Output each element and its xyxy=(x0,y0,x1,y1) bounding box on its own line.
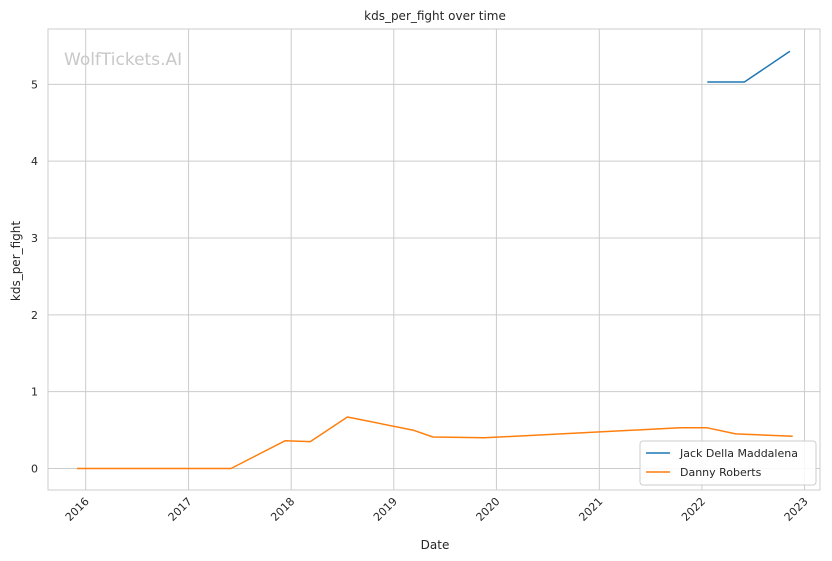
x-axis-title: Date xyxy=(421,538,450,552)
series-layer xyxy=(77,50,793,470)
legend: Jack Della Maddalena Danny Roberts xyxy=(639,440,817,486)
y-tick-label: 4 xyxy=(31,155,38,168)
y-tick-label: 1 xyxy=(31,386,38,399)
y-tick-label: 2 xyxy=(31,309,38,322)
legend-box xyxy=(639,440,817,486)
y-tick-label: 5 xyxy=(31,78,38,91)
watermark: WolfTickets.AI xyxy=(64,50,182,70)
plot-frame xyxy=(47,28,821,491)
y-axis-title: kds_per_fight xyxy=(9,221,23,302)
series-line-1 xyxy=(77,416,793,470)
chart-title: kds_per_fight over time xyxy=(364,9,506,23)
y-tick-label: 3 xyxy=(31,232,38,245)
series-line-0 xyxy=(707,50,791,83)
y-tick-labels: 0 1 2 3 4 5 xyxy=(31,78,38,475)
legend-label: Danny Roberts xyxy=(680,466,762,479)
y-tick-label: 0 xyxy=(31,462,38,475)
legend-label: Jack Della Maddalena xyxy=(679,447,798,460)
